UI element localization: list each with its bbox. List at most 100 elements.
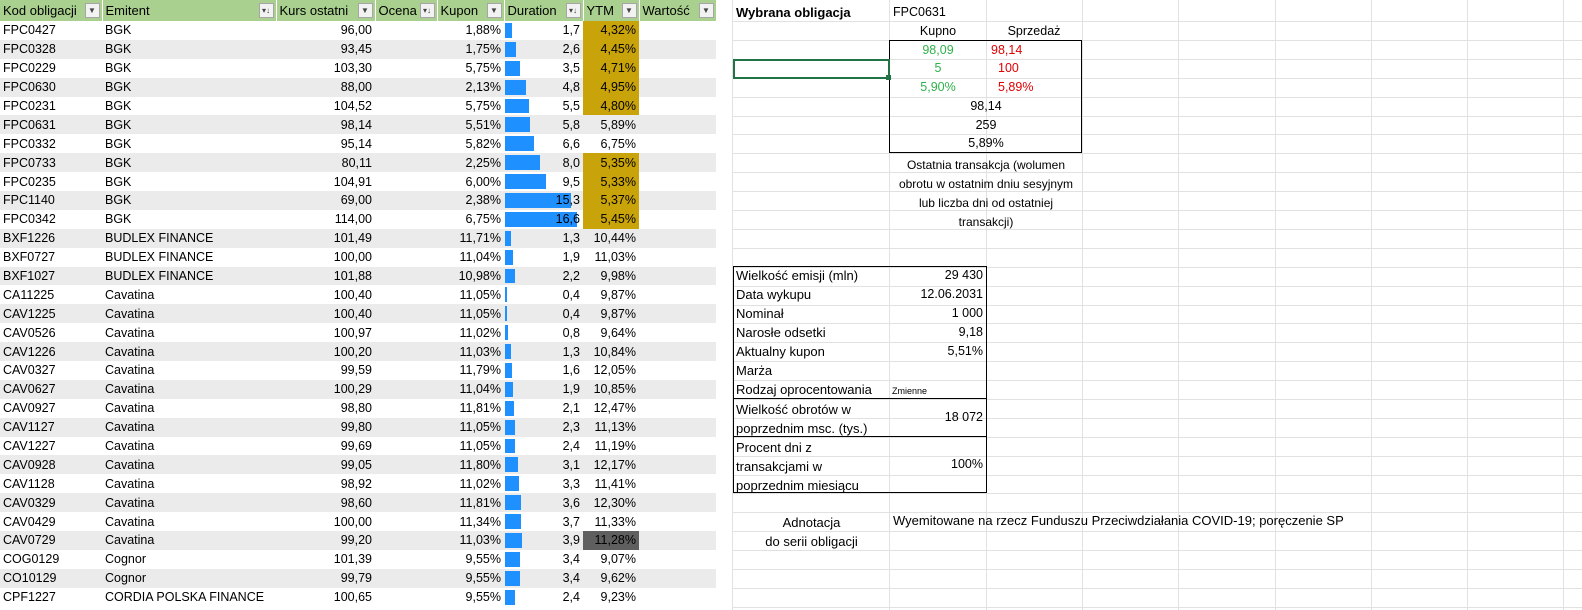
cell-kupon[interactable]: 11,04% (437, 379, 504, 399)
cell-ytm[interactable]: 11,28% (583, 531, 639, 550)
cell-duration[interactable]: 6,6 (504, 134, 583, 154)
table-row[interactable]: BXF1226 BUDLEX FINANCE 101,49 11,71% 1,3 10,4… (0, 228, 716, 248)
cell-ytm[interactable]: 9,64% (583, 323, 639, 343)
cell-emitent[interactable]: BGK (102, 209, 276, 229)
cell-kurs[interactable]: 96,00 (276, 21, 375, 40)
cell-duration[interactable]: 3,4 (504, 568, 583, 588)
cell-kod[interactable]: FPC0631 (0, 115, 102, 135)
cell-emitent[interactable]: BGK (102, 77, 276, 97)
cell-kod[interactable]: FPC0328 (0, 39, 102, 59)
cell-ocena[interactable] (375, 228, 437, 248)
cell-kod[interactable]: CAV1227 (0, 436, 102, 456)
cell-wartosc[interactable] (639, 172, 716, 192)
cell-kurs[interactable]: 101,49 (276, 228, 375, 248)
cell-duration[interactable]: 0,4 (504, 304, 583, 324)
table-row[interactable]: CAV1227 Cavatina 99,69 11,05% 2,4 11,19% (0, 436, 716, 456)
cell-duration[interactable]: 2,4 (504, 436, 583, 456)
cell-ocena[interactable] (375, 455, 437, 475)
cell-ytm[interactable]: 11,19% (583, 436, 639, 456)
table-row[interactable]: BXF0727 BUDLEX FINANCE 100,00 11,04% 1,9 11,0… (0, 247, 716, 267)
cell-duration[interactable]: 3,6 (504, 493, 583, 513)
cell-emitent[interactable]: CORDIA POLSKA FINANCE (102, 587, 276, 607)
cell-duration[interactable]: 1,3 (504, 228, 583, 248)
cell-duration[interactable]: 2,3 (504, 417, 583, 437)
cell-emitent[interactable]: Cavatina (102, 379, 276, 399)
filter-dropdown-icon[interactable]: ▼ (621, 3, 637, 18)
cell-kurs[interactable]: 93,45 (276, 39, 375, 59)
cell-wartosc[interactable] (639, 209, 716, 229)
cell-ytm[interactable]: 12,05% (583, 361, 639, 380)
cell-emitent[interactable]: BGK (102, 134, 276, 154)
cell-duration[interactable]: 8,0 (504, 153, 583, 173)
cell-kurs[interactable]: 99,79 (276, 568, 375, 588)
selected-bond-value[interactable]: FPC0631 (893, 5, 946, 19)
cell-kupon[interactable]: 9,55% (437, 568, 504, 588)
cell-ocena[interactable] (375, 379, 437, 399)
cell-ocena[interactable] (375, 342, 437, 362)
cell-kod[interactable]: FPC0733 (0, 153, 102, 173)
cell-wartosc[interactable] (639, 96, 716, 116)
cell-kod[interactable]: CA11225 (0, 285, 102, 305)
cell-ocena[interactable] (375, 39, 437, 59)
sort-filter-icon[interactable]: ▾↓ (258, 3, 274, 18)
cell-kod[interactable]: FPC0342 (0, 209, 102, 229)
cell-emitent[interactable]: Cavatina (102, 323, 276, 343)
table-row[interactable]: FPC0235 BGK 104,91 6,00% 9,5 5,33% (0, 172, 716, 192)
filter-dropdown-icon[interactable]: ▼ (84, 3, 100, 18)
table-row[interactable]: FPC0342 BGK 114,00 6,75% 16,6 5,45% (0, 209, 716, 229)
filter-dropdown-icon[interactable]: ▼ (357, 3, 373, 18)
cell-emitent[interactable]: Cavatina (102, 304, 276, 324)
cell-wartosc[interactable] (639, 228, 716, 248)
cell-ocena[interactable] (375, 304, 437, 324)
cell-ocena[interactable] (375, 77, 437, 97)
cell-kurs[interactable]: 100,65 (276, 587, 375, 607)
cell-ytm[interactable]: 10,85% (583, 379, 639, 399)
cell-duration[interactable]: 2,2 (504, 266, 583, 286)
cell-ytm[interactable]: 5,89% (583, 115, 639, 135)
cell-ocena[interactable] (375, 568, 437, 588)
cell-ytm[interactable]: 10,44% (583, 228, 639, 248)
cell-wartosc[interactable] (639, 134, 716, 154)
cell-kupon[interactable]: 2,13% (437, 77, 504, 97)
cell-kod[interactable]: BXF1226 (0, 228, 102, 248)
cell-kurs[interactable]: 100,40 (276, 304, 375, 324)
cell-kurs[interactable]: 100,00 (276, 512, 375, 532)
cell-kupon[interactable]: 2,38% (437, 191, 504, 210)
cell-ytm[interactable]: 9,07% (583, 549, 639, 569)
cell-duration[interactable]: 2,4 (504, 587, 583, 607)
cell-wartosc[interactable] (639, 191, 716, 210)
cell-emitent[interactable]: BGK (102, 191, 276, 210)
cell-emitent[interactable]: Cognor (102, 568, 276, 588)
cell-kupon[interactable]: 5,51% (437, 115, 504, 135)
cell-wartosc[interactable] (639, 587, 716, 607)
cell-kurs[interactable]: 88,00 (276, 77, 375, 97)
cell-kod[interactable]: FPC0229 (0, 58, 102, 78)
cell-kupon[interactable]: 1,88% (437, 21, 504, 40)
cell-ytm[interactable]: 9,87% (583, 285, 639, 305)
cell-emitent[interactable]: BUDLEX FINANCE (102, 247, 276, 267)
cell-ytm[interactable]: 10,84% (583, 342, 639, 362)
cell-ytm[interactable]: 11,41% (583, 474, 639, 494)
cell-kurs[interactable]: 98,80 (276, 398, 375, 418)
cell-kupon[interactable]: 11,04% (437, 247, 504, 267)
header-kurs[interactable]: Kurs ostatni ▼ (276, 0, 376, 21)
cell-kod[interactable]: CPF1227 (0, 587, 102, 607)
cell-wartosc[interactable] (639, 153, 716, 173)
cell-ocena[interactable] (375, 153, 437, 173)
cell-kod[interactable]: CAV0327 (0, 361, 102, 380)
cell-duration[interactable]: 16,6 (504, 209, 583, 229)
cell-kurs[interactable]: 80,11 (276, 153, 375, 173)
cell-kupon[interactable]: 9,55% (437, 587, 504, 607)
table-row[interactable]: CAV0927 Cavatina 98,80 11,81% 2,1 12,47% (0, 398, 716, 418)
cell-ytm[interactable]: 11,13% (583, 417, 639, 437)
cell-kod[interactable]: CAV1226 (0, 342, 102, 362)
cell-kod[interactable]: CO10129 (0, 568, 102, 588)
cell-kurs[interactable]: 99,80 (276, 417, 375, 437)
cell-ocena[interactable] (375, 96, 437, 116)
table-row[interactable]: CO10129 Cognor 99,79 9,55% 3,4 9,62% (0, 568, 716, 588)
table-row[interactable]: BXF1027 BUDLEX FINANCE 101,88 10,98% 2,2 9,98… (0, 266, 716, 286)
cell-kod[interactable]: BXF0727 (0, 247, 102, 267)
cell-kupon[interactable]: 11,05% (437, 304, 504, 324)
cell-kod[interactable]: CAV0526 (0, 323, 102, 343)
table-row[interactable]: CAV0526 Cavatina 100,97 11,02% 0,8 9,64% (0, 323, 716, 343)
